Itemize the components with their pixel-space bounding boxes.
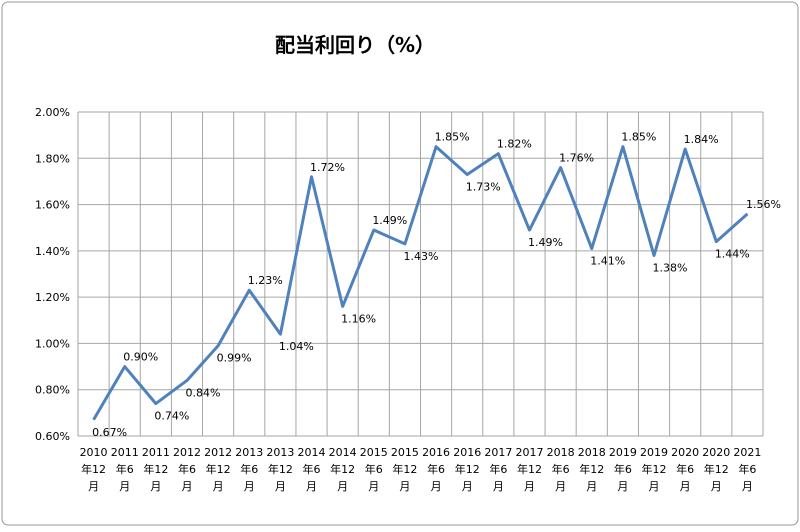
x-tick-label: 2020 年6 月 [671, 446, 699, 493]
chart-title: 配当利回り（%） [275, 33, 435, 57]
data-label: 0.67% [92, 426, 127, 439]
data-label: 1.04% [279, 340, 314, 353]
x-tick-label: 2016 年6 月 [422, 446, 450, 493]
y-tick-label: 0.80% [35, 384, 70, 397]
data-label: 0.74% [154, 410, 189, 423]
x-tick-label: 2019 年6 月 [609, 446, 637, 493]
data-label: 0.90% [123, 351, 158, 364]
y-tick-label: 2.00% [35, 106, 70, 119]
x-tick-label: 2013 年6 月 [235, 446, 263, 493]
data-label: 1.41% [590, 255, 625, 268]
y-tick-label: 1.20% [35, 291, 70, 304]
line [92, 145, 749, 421]
x-tick-label: 2016 年12 月 [453, 446, 481, 493]
data-label: 1.16% [341, 312, 376, 325]
x-tick-label: 2012 年6 月 [173, 446, 201, 493]
x-tick-label: 2018 年6 月 [547, 446, 575, 493]
y-tick-label: 1.40% [35, 245, 70, 258]
y-tick-label: 1.60% [35, 199, 70, 212]
x-tick-label: 2014 年12 月 [329, 446, 357, 493]
x-tick-label: 2017 年12 月 [515, 446, 543, 493]
data-label: 1.43% [403, 250, 438, 263]
x-tick-label: 2019 年12 月 [640, 446, 668, 493]
x-tick-label: 2011 年12 月 [142, 446, 170, 493]
data-label: 1.49% [372, 214, 407, 227]
data-label: 1.82% [497, 138, 532, 151]
x-tick-label: 2014 年6 月 [298, 446, 326, 493]
x-tick-label: 2015 年12 月 [391, 446, 419, 493]
data-label: 0.84% [186, 386, 221, 399]
x-tick-label: 2020 年12 月 [702, 446, 730, 493]
y-tick-label: 0.60% [35, 430, 70, 443]
data-label: 1.73% [466, 180, 501, 193]
x-tick-label: 2021 年6 月 [733, 446, 761, 493]
data-label: 0.99% [217, 352, 252, 365]
data-label: 1.44% [715, 248, 750, 261]
data-label: 1.23% [248, 274, 283, 287]
x-tick-label: 2015 年6 月 [360, 446, 388, 493]
x-tick-label: 2013 年12 月 [266, 446, 294, 493]
x-tick-label: 2010 年12 月 [80, 446, 108, 493]
data-label: 1.56% [746, 198, 781, 211]
data-label: 1.72% [310, 161, 345, 174]
y-tick-label: 1.00% [35, 337, 70, 350]
data-label: 1.38% [653, 261, 688, 274]
x-tick-label: 2018 年12 月 [578, 446, 606, 493]
data-label: 1.85% [435, 131, 470, 144]
data-label: 1.49% [528, 236, 563, 249]
data-label: 1.85% [621, 131, 656, 144]
y-tick-label: 1.80% [35, 152, 70, 165]
x-tick-label: 2017 年6 月 [484, 446, 512, 493]
data-label: 1.76% [559, 152, 594, 165]
x-tick-label: 2011 年6 月 [111, 446, 139, 493]
x-tick-label: 2012 年12 月 [204, 446, 232, 493]
data-label: 1.84% [684, 133, 719, 146]
